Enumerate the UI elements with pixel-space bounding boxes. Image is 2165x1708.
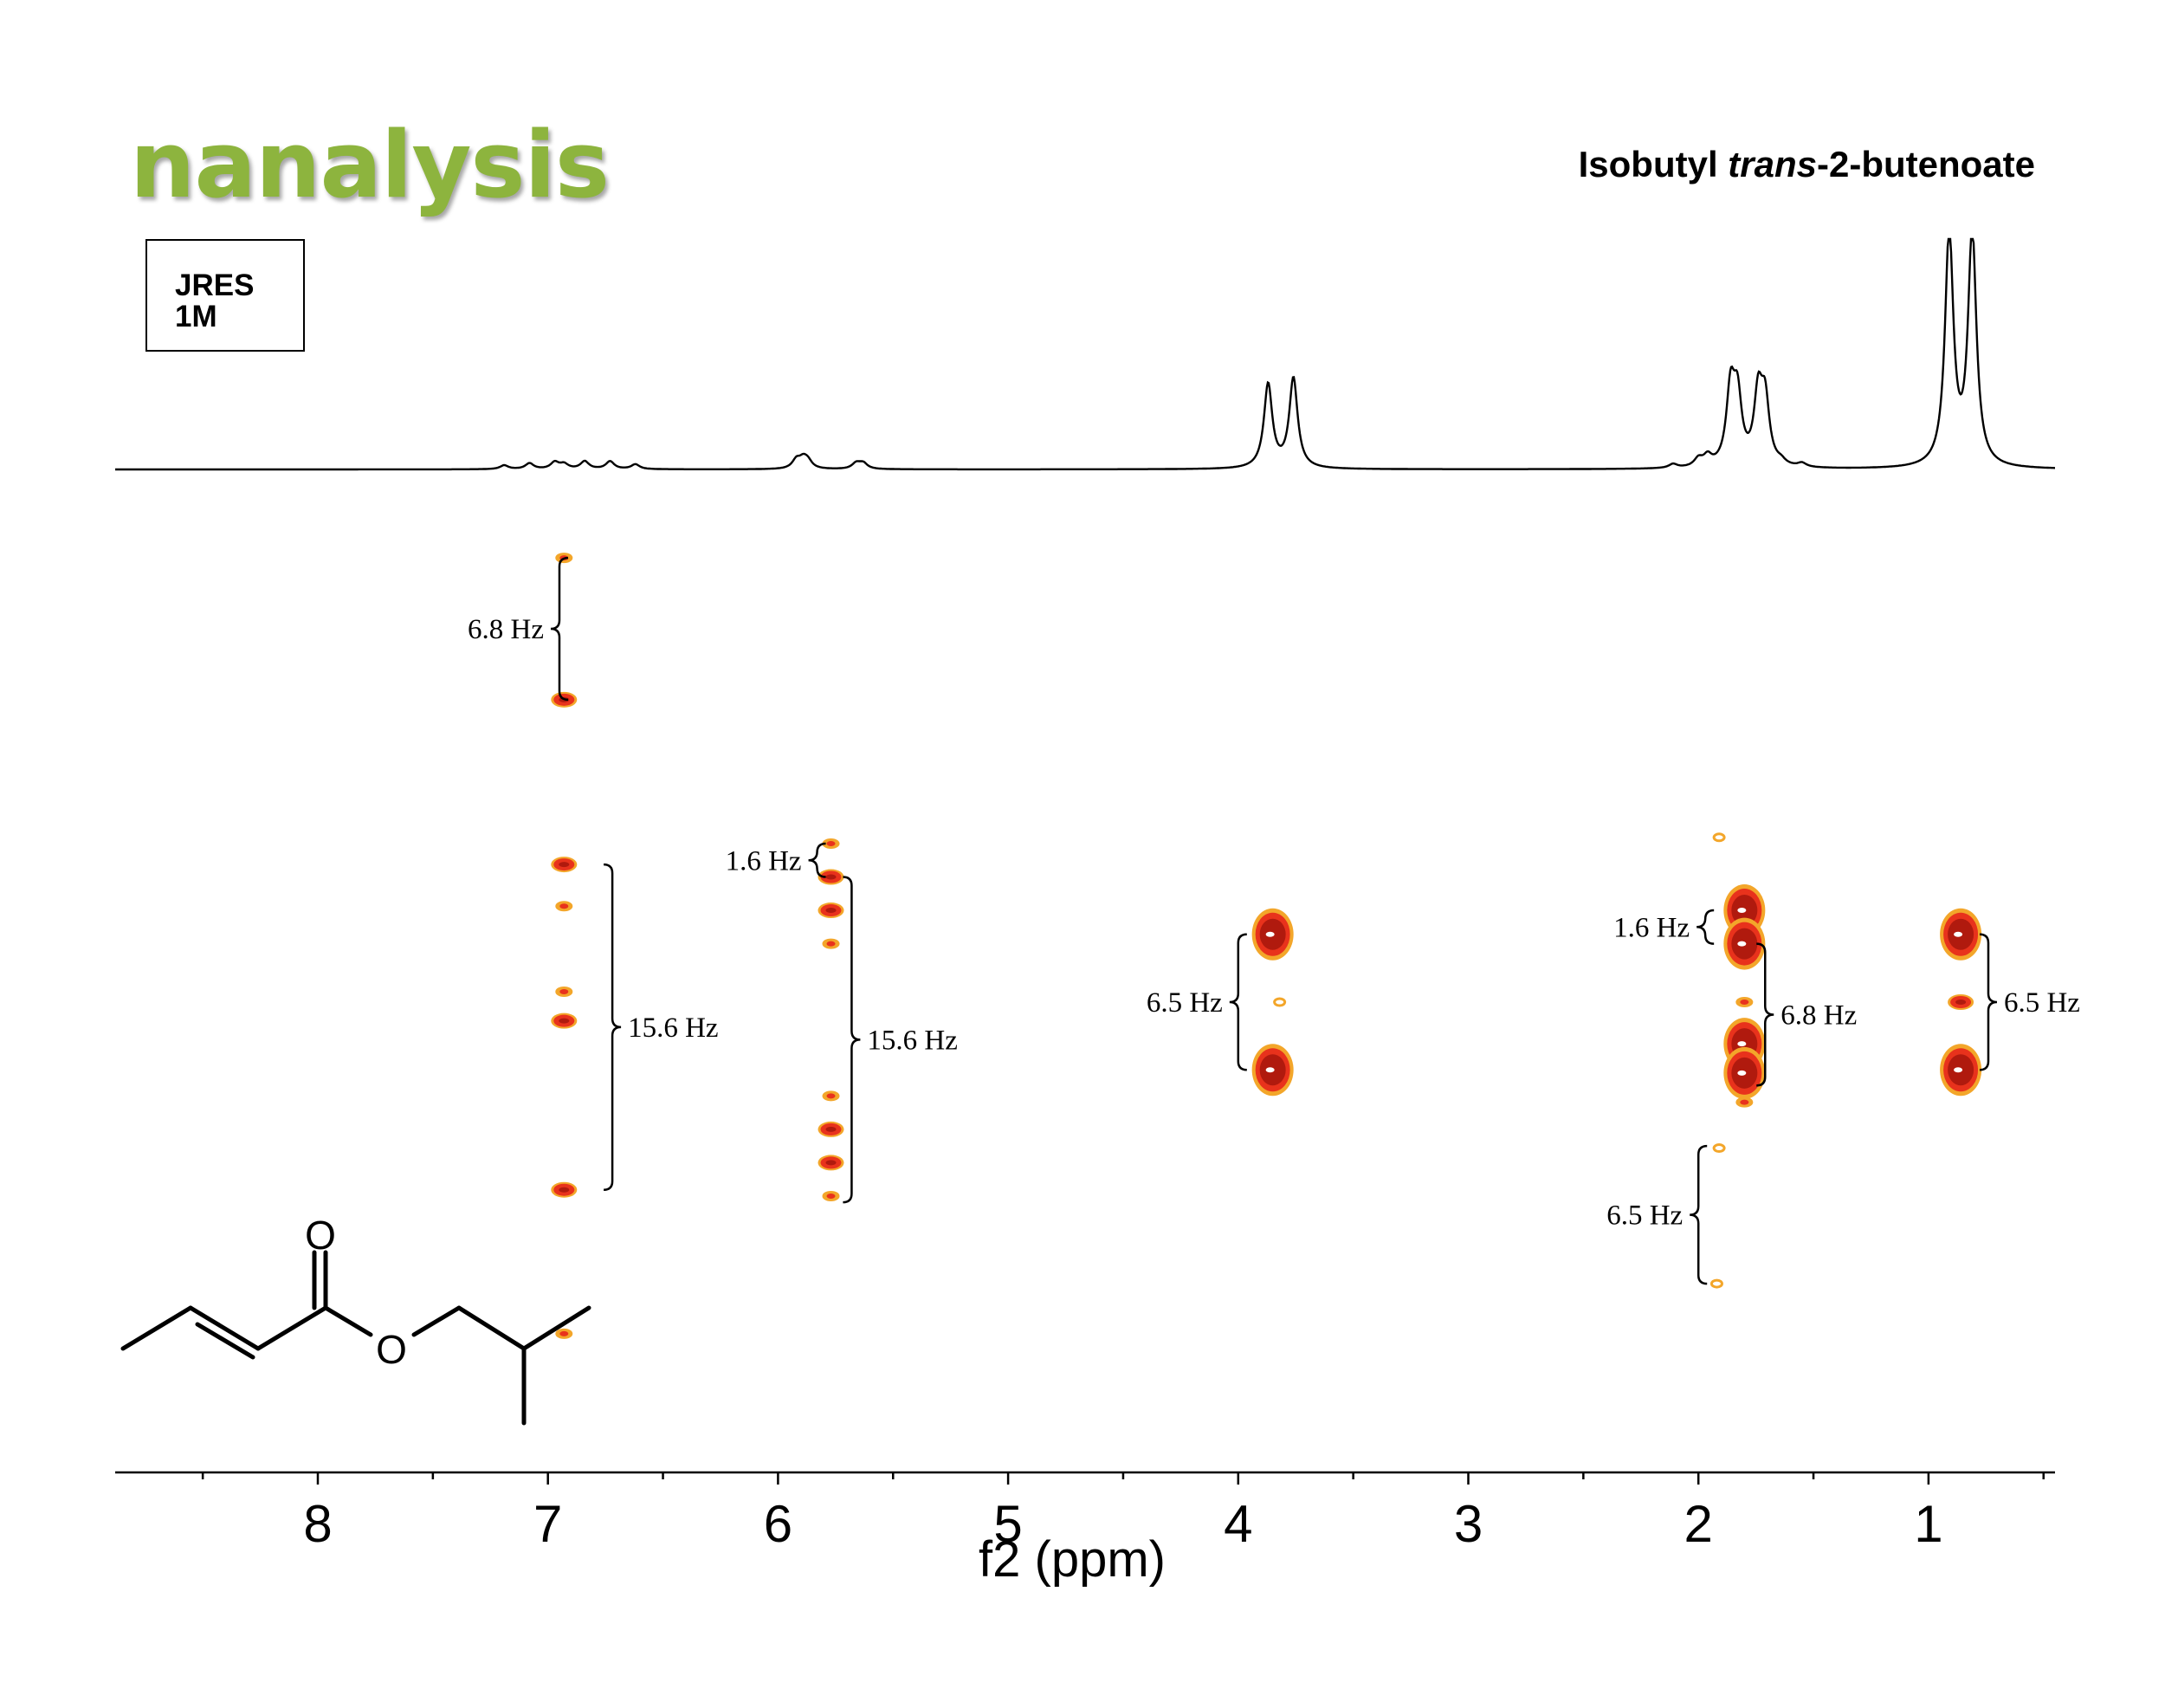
coupling-annotations: 6.8 Hz 1.6 Hz 15.6 Hz 15.6 Hz 6.5 Hz 1.6 Hz 6.…: [468, 556, 2080, 1285]
x-tick-label: 4: [1224, 1495, 1252, 1553]
cross-peak: [1940, 1044, 1982, 1097]
x-axis-label: f2 (ppm): [979, 1531, 1166, 1588]
x-tick-label: 2: [1684, 1495, 1713, 1553]
cross-peak: [1709, 1278, 1723, 1289]
coupling-label: 6.5 Hz: [1606, 1200, 1683, 1232]
cross-peak: [551, 857, 578, 873]
molecule-structure: [120, 1250, 591, 1426]
cross-peak: [822, 1090, 840, 1102]
cross-peak: [822, 938, 840, 949]
coupling-label: 6.8 Hz: [468, 614, 544, 645]
coupling-bracket: [808, 842, 826, 878]
cross-peak: [1712, 1143, 1726, 1154]
cross-peak: [551, 1013, 578, 1029]
coupling-bracket: [604, 863, 622, 1191]
coupling-label: 6.5 Hz: [2004, 987, 2080, 1019]
x-tick-label: 6: [764, 1495, 792, 1553]
x-tick-label: 8: [303, 1495, 332, 1553]
compound-italic: trans: [1728, 144, 1817, 184]
cross-peak: [1735, 1097, 1754, 1108]
cross-peak: [1712, 832, 1726, 843]
cross-peak: [822, 1190, 840, 1201]
cross-peak: [1940, 908, 1982, 961]
contour-layer: [551, 553, 1982, 1339]
coupling-label: 6.5 Hz: [1147, 987, 1223, 1019]
coupling-label: 6.8 Hz: [1780, 1000, 1857, 1031]
cross-peak: [1251, 1044, 1294, 1097]
x-tick-label: 7: [533, 1495, 562, 1553]
compound-prefix: Isobutyl: [1578, 144, 1729, 184]
cross-peak: [818, 869, 844, 885]
coupling-bracket: [1690, 1144, 1708, 1285]
nanalysis-logo: nanalysis: [130, 112, 610, 218]
experiment-box: JRES 1M: [145, 239, 305, 352]
x-tick-label: 3: [1454, 1495, 1483, 1553]
cross-peak: [1273, 997, 1287, 1007]
coupling-label: 1.6 Hz: [1613, 912, 1690, 943]
experiment-type: JRES: [175, 268, 255, 302]
cross-peak: [1948, 994, 1974, 1010]
compound-suffix: -2-butenoate: [1817, 144, 2035, 184]
cross-peak: [818, 1121, 844, 1137]
coupling-label: 1.6 Hz: [726, 845, 802, 877]
compound-title: Isobutyl trans-2-butenoate: [1579, 144, 2035, 185]
cross-peak: [818, 1155, 844, 1171]
coupling-bracket: [1756, 942, 1774, 1087]
cross-peak: [818, 903, 844, 919]
cross-peak: [1251, 908, 1294, 961]
projection-spectrum: [115, 237, 2055, 471]
experiment-field: 1M: [175, 300, 217, 333]
cross-peak: [1723, 1046, 1766, 1099]
coupling-bracket: [550, 556, 569, 702]
coupling-label: 15.6 Hz: [628, 1013, 718, 1044]
cross-peak: [555, 1328, 573, 1339]
oxygen-carbonyl-label: O: [305, 1213, 336, 1258]
cross-peak: [1735, 997, 1754, 1007]
x-tick-label: 1: [1914, 1495, 1942, 1553]
cross-peak: [555, 901, 573, 912]
x-axis: 8 7 6 5 4 3 2 1: [115, 1471, 2055, 1553]
coupling-bracket: [843, 876, 861, 1204]
cross-peak: [551, 1181, 578, 1198]
x-tick-label: 5: [993, 1495, 1022, 1553]
cross-peak: [1723, 917, 1766, 970]
coupling-bracket: [1979, 933, 1998, 1071]
oxygen-ester-label: O: [376, 1327, 407, 1372]
cross-peak: [555, 986, 573, 997]
coupling-bracket: [1696, 909, 1715, 945]
coupling-label: 15.6 Hz: [867, 1025, 957, 1056]
coupling-bracket: [1229, 933, 1247, 1071]
